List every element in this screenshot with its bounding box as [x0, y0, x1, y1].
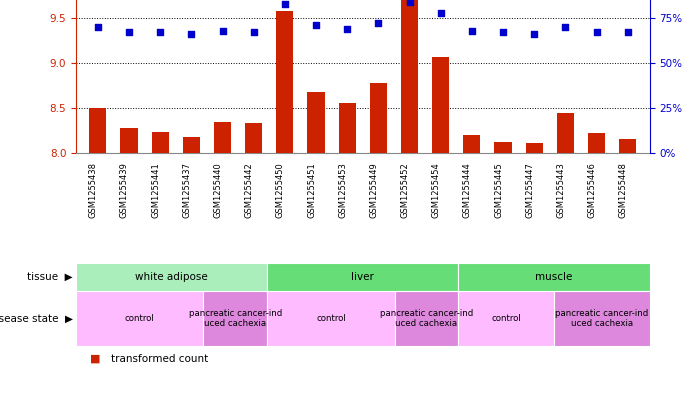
Text: pancreatic cancer-ind
uced cachexia: pancreatic cancer-ind uced cachexia — [380, 309, 473, 328]
Text: GSM1255453: GSM1255453 — [338, 162, 347, 218]
Point — [341, 26, 352, 32]
Text: ■: ■ — [90, 354, 100, 364]
Bar — [339, 103, 356, 153]
Text: GSM1255441: GSM1255441 — [151, 162, 160, 218]
Text: pancreatic cancer-ind
uced cachexia: pancreatic cancer-ind uced cachexia — [189, 309, 282, 328]
Bar — [76, 291, 203, 346]
Text: control: control — [316, 314, 346, 323]
Text: GSM1255442: GSM1255442 — [245, 162, 254, 218]
Text: GSM1255450: GSM1255450 — [276, 162, 285, 218]
Text: GSM1255454: GSM1255454 — [432, 162, 441, 218]
Point — [466, 28, 477, 34]
Bar — [619, 139, 636, 153]
Bar — [76, 263, 267, 291]
Point — [248, 29, 259, 35]
Point — [93, 24, 104, 30]
Bar — [495, 142, 511, 153]
Text: disease state  ▶: disease state ▶ — [0, 314, 73, 323]
Bar — [267, 291, 395, 346]
Bar — [276, 11, 294, 153]
Point — [622, 29, 633, 35]
Text: GSM1255449: GSM1255449 — [370, 162, 379, 218]
Bar — [432, 57, 449, 153]
Bar — [370, 83, 387, 153]
Point — [155, 29, 166, 35]
Text: GSM1255445: GSM1255445 — [494, 162, 503, 218]
Text: white adipose: white adipose — [135, 272, 208, 282]
Text: GSM1255440: GSM1255440 — [214, 162, 223, 218]
Bar — [151, 132, 169, 153]
Bar — [307, 92, 325, 153]
Text: control: control — [125, 314, 155, 323]
Text: GSM1255438: GSM1255438 — [89, 162, 98, 218]
Text: control: control — [491, 314, 521, 323]
Text: GSM1255448: GSM1255448 — [618, 162, 627, 218]
Bar — [463, 135, 480, 153]
Bar — [458, 263, 650, 291]
Text: GSM1255446: GSM1255446 — [587, 162, 596, 218]
Bar — [395, 291, 458, 346]
Point — [124, 29, 135, 35]
Text: liver: liver — [351, 272, 375, 282]
Bar — [214, 121, 231, 153]
Text: muscle: muscle — [536, 272, 573, 282]
Text: GSM1255437: GSM1255437 — [182, 162, 191, 218]
Point — [373, 20, 384, 27]
Bar — [458, 291, 554, 346]
Point — [529, 31, 540, 37]
Bar — [182, 137, 200, 153]
Text: GSM1255452: GSM1255452 — [401, 162, 410, 218]
Bar — [526, 143, 543, 153]
Bar — [267, 263, 458, 291]
Text: transformed count: transformed count — [111, 354, 208, 364]
Point — [279, 0, 290, 7]
Text: GSM1255447: GSM1255447 — [525, 162, 534, 218]
Point — [591, 29, 602, 35]
Point — [435, 9, 446, 16]
Bar — [588, 133, 605, 153]
Text: GSM1255444: GSM1255444 — [463, 162, 472, 218]
Point — [217, 28, 228, 34]
Text: pancreatic cancer-ind
uced cachexia: pancreatic cancer-ind uced cachexia — [555, 309, 648, 328]
Text: GSM1255439: GSM1255439 — [120, 162, 129, 218]
Point — [560, 24, 571, 30]
Point — [310, 22, 321, 28]
Bar — [203, 291, 267, 346]
Text: GSM1255451: GSM1255451 — [307, 162, 316, 218]
Bar — [245, 123, 263, 153]
Text: GSM1255443: GSM1255443 — [556, 162, 565, 218]
Bar — [557, 112, 574, 153]
Bar — [89, 108, 106, 153]
Bar — [554, 291, 650, 346]
Bar — [120, 128, 138, 153]
Bar — [401, 0, 418, 153]
Point — [186, 31, 197, 37]
Text: tissue  ▶: tissue ▶ — [27, 272, 73, 282]
Point — [498, 29, 509, 35]
Point — [404, 0, 415, 5]
